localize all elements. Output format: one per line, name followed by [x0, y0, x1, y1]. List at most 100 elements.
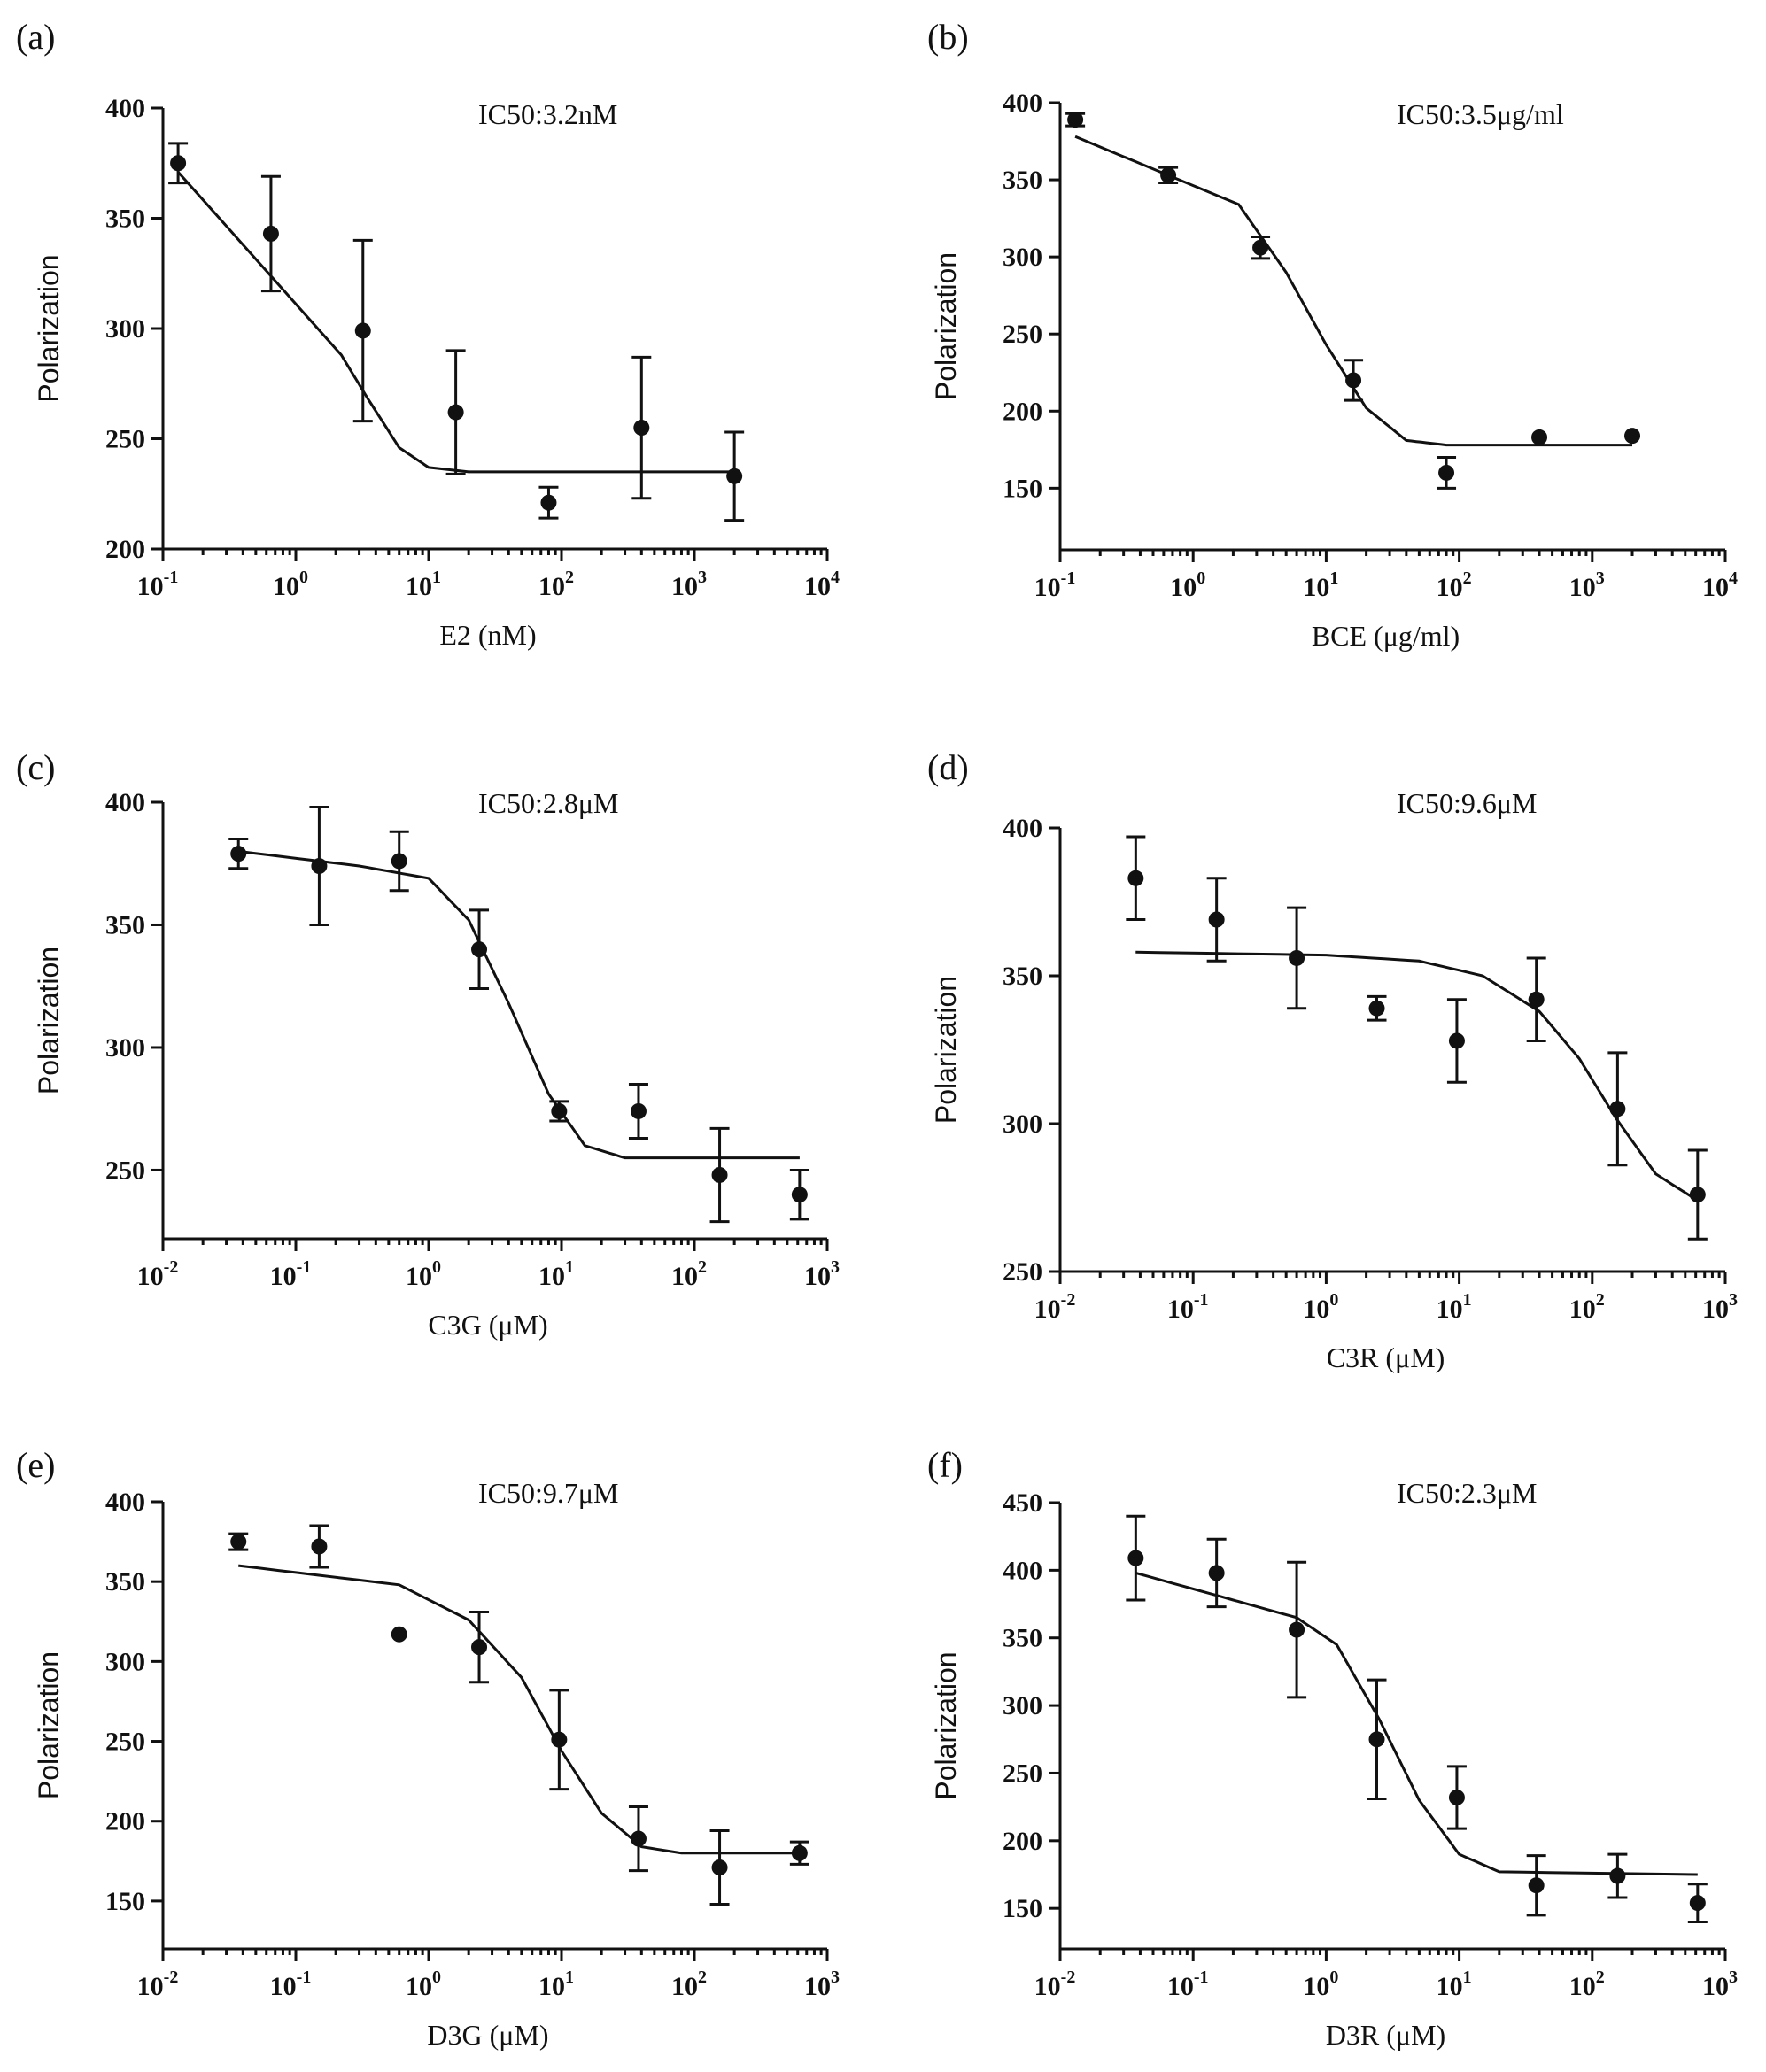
data-point	[711, 1859, 728, 1876]
fit-curve	[238, 1564, 800, 1855]
y-tick-label: 300	[1003, 1109, 1042, 1139]
data-point	[471, 941, 488, 958]
data-point	[540, 494, 557, 511]
x-tick-label: 102	[1569, 1968, 1605, 2001]
data-point	[1609, 1867, 1626, 1884]
ic50-annotation: IC50:9.7μM	[478, 1477, 619, 1509]
x-axis-label: D3R (μM)	[1326, 2019, 1445, 2051]
y-tick-label: 400	[105, 94, 145, 123]
data-point	[1438, 464, 1455, 481]
x-tick-label: 103	[1569, 568, 1605, 602]
data-point	[711, 1166, 728, 1183]
data-point	[1448, 1032, 1465, 1049]
chart-panel-4: (d) IC50:9.6μM 250 300 350 400 10-2 10-1 100 101 1…	[927, 747, 1738, 1373]
x-axis-label: C3G (μM)	[428, 1309, 547, 1341]
x-tick-label: 103	[804, 1968, 840, 2001]
y-tick-label: 200	[1003, 1827, 1042, 1856]
x-tick-label: 101	[1437, 1290, 1472, 1324]
y-tick-label: 400	[1003, 814, 1042, 843]
x-tick-label: 104	[1702, 568, 1738, 602]
panel-label: (e)	[16, 1445, 55, 1485]
data-point	[1448, 1789, 1465, 1805]
panel-label: (c)	[16, 747, 55, 787]
data-point	[391, 853, 407, 870]
data-point	[630, 1830, 647, 1847]
ic50-annotation: IC50:2.8μM	[478, 787, 619, 819]
data-point	[1368, 1731, 1385, 1748]
data-point	[1689, 1187, 1706, 1203]
y-tick-label: 200	[105, 1807, 145, 1836]
x-tick-label: 10-2	[1034, 1290, 1076, 1324]
x-tick-label: 10-1	[270, 1257, 312, 1291]
y-tick-label: 200	[105, 535, 145, 564]
x-axis-label: E2 (nM)	[439, 619, 536, 651]
x-tick-label: 102	[538, 568, 574, 601]
data-point	[633, 420, 650, 437]
data-point	[447, 404, 464, 421]
x-tick-label: 10-1	[1034, 568, 1076, 602]
data-point	[1624, 428, 1641, 445]
x-tick-label: 100	[406, 1968, 441, 2001]
data-point	[1689, 1895, 1706, 1912]
data-point	[551, 1102, 568, 1119]
fit-curve	[1135, 950, 1699, 1202]
y-tick-label: 400	[105, 788, 145, 817]
fit-curve	[238, 849, 800, 1160]
chart-panel-6: (f) IC50:2.3μM 150 200 250 300 350 400 450 10-2 10…	[927, 1445, 1738, 2051]
data-point	[791, 1844, 808, 1861]
y-tick-label: 150	[105, 1887, 145, 1916]
x-tick-label: 103	[804, 1257, 840, 1291]
data-point	[1289, 949, 1305, 966]
data-point	[726, 468, 743, 484]
y-axis-label: Polarization	[33, 254, 65, 402]
x-tick-label: 10-2	[137, 1968, 179, 2001]
x-tick-label: 101	[538, 1257, 574, 1291]
y-tick-label: 350	[105, 1567, 145, 1597]
data-point	[1531, 429, 1548, 445]
data-point	[1067, 112, 1084, 128]
data-point	[1289, 1621, 1305, 1638]
data-point	[391, 1626, 407, 1643]
x-tick-label: 10-1	[270, 1968, 312, 2001]
data-point	[1345, 372, 1362, 389]
x-tick-label: 100	[273, 568, 308, 601]
x-tick-label: 100	[1303, 1968, 1338, 2001]
y-tick-label: 350	[1003, 166, 1042, 195]
panel-label: (f)	[927, 1445, 963, 1485]
y-tick-label: 250	[1003, 1759, 1042, 1788]
data-point	[230, 1534, 247, 1550]
panel-label: (a)	[16, 17, 55, 57]
y-tick-label: 300	[105, 1033, 145, 1063]
x-tick-label: 10-1	[1167, 1290, 1209, 1324]
x-tick-label: 101	[538, 1968, 574, 2001]
data-point	[1208, 911, 1225, 928]
fit-curve	[1074, 135, 1632, 447]
x-tick-label: 100	[1303, 1290, 1338, 1324]
x-tick-label: 103	[671, 568, 707, 601]
y-tick-label: 350	[1003, 962, 1042, 991]
x-axis-label: C3R (μM)	[1327, 1341, 1445, 1373]
y-tick-label: 250	[105, 425, 145, 454]
ic50-annotation: IC50:3.2nM	[478, 98, 617, 130]
x-tick-label: 100	[406, 1257, 441, 1291]
x-tick-label: 103	[1702, 1290, 1738, 1324]
data-point	[630, 1102, 647, 1119]
y-tick-label: 150	[1003, 1894, 1042, 1923]
x-tick-label: 10-2	[137, 1257, 179, 1291]
y-tick-label: 250	[105, 1156, 145, 1185]
data-point	[1528, 991, 1545, 1008]
y-tick-label: 200	[1003, 397, 1042, 426]
ic50-annotation: IC50:3.5μg/ml	[1397, 98, 1564, 130]
x-tick-label: 10-1	[137, 568, 179, 601]
data-point	[230, 846, 247, 862]
y-tick-label: 400	[1003, 89, 1042, 118]
y-axis-label: Polarization	[930, 1651, 962, 1799]
data-point	[1368, 1000, 1385, 1017]
panel-label: (b)	[927, 17, 969, 57]
chart-panel-1: (a) IC50:3.2nM 200 250 300 350 400 10-1 100 101 10…	[16, 17, 840, 651]
x-tick-label: 100	[1170, 568, 1205, 602]
data-point	[311, 858, 328, 875]
x-tick-label: 101	[1437, 1968, 1472, 2001]
x-tick-label: 101	[406, 568, 441, 601]
